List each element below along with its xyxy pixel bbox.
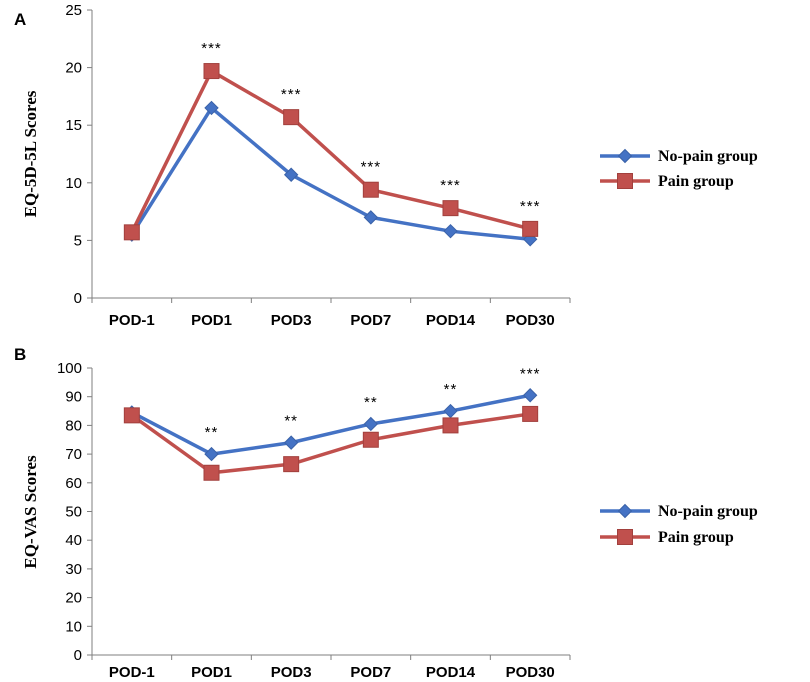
x-tick-label: POD3 [271,312,312,329]
data-point-no-pain [283,435,299,450]
series-line-pain [130,69,531,234]
legend-marker-pain [617,173,633,189]
x-tick-label: POD30 [506,312,555,329]
data-point-no-pain [283,167,299,182]
data-point-pain [362,181,379,198]
legend-marker-pain [617,529,633,545]
y-tick-label: 40 [65,532,82,549]
significance-annotation: *** [520,198,541,215]
x-tick-label: POD1 [191,664,232,681]
significance-annotation: ** [444,381,458,398]
data-point-no-pain [443,403,458,419]
data-point-pain [362,431,379,448]
y-tick-label: 15 [65,117,82,134]
legend-marker-no-pain [617,148,633,164]
legend: No-pain group Pain group [600,503,758,546]
significance-annotation: ** [205,424,219,441]
panel-letter: B [14,345,26,364]
legend-label: No-pain group [658,503,758,520]
data-point-no-pain [204,100,219,116]
y-tick-label: 70 [65,446,82,463]
data-point-pain [123,224,140,241]
y-tick-label: 0 [74,290,82,307]
significance-annotation: *** [520,365,541,382]
series-line-pain [130,412,531,475]
legend-label: Pain group [658,529,734,546]
panel-b: B EQ-VAS Scores 0 10 20 30 40 50 60 70 80 90 100 POD-… [14,345,758,681]
data-point-no-pain [522,388,538,403]
data-point-pain [283,109,300,126]
significance-annotation: *** [361,159,382,176]
significance-annotation: ** [284,413,298,430]
legend-label: Pain group [658,173,734,190]
y-tick-label: 50 [65,504,82,521]
x-tick-label: POD7 [350,664,391,681]
data-point-no-pain [363,210,379,225]
significance-annotation: *** [281,86,302,103]
y-tick-label: 20 [65,60,82,77]
panel-a: A EQ-5D-5L Scores 0 5 10 15 20 25 POD-1 POD1 POD3 P… [14,2,758,329]
y-tick-label: 0 [74,647,82,664]
data-point-pain [442,200,459,217]
x-tick-label: POD7 [350,312,391,329]
significance-annotation: ** [364,394,378,411]
x-tick-label: POD30 [506,664,555,681]
series-line-no-pain [130,106,531,241]
x-tick-label: POD-1 [109,312,155,329]
x-tick-label: POD1 [191,312,232,329]
x-tick-label: POD14 [426,312,476,329]
data-point-pain [203,63,220,80]
data-point-no-pain [204,446,219,462]
y-tick-label: 100 [57,360,82,377]
legend-label: No-pain group [658,148,758,165]
x-tick-label: POD3 [271,664,312,681]
panel-letter: A [14,10,26,29]
y-tick-label: 30 [65,561,82,578]
y-tick-label: 5 [74,232,82,249]
y-tick-label: 90 [65,389,82,406]
y-tick-label: 60 [65,475,82,492]
series-line-no-pain [131,393,531,456]
significance-annotation: *** [201,40,222,57]
y-tick-label: 10 [65,618,82,635]
significance-annotation: *** [440,177,461,194]
y-tick-label: 25 [65,2,82,19]
y-tick-label: 20 [65,590,82,607]
y-tick-label: 10 [65,175,82,192]
data-point-pain [283,456,300,473]
data-point-pain [123,407,140,424]
y-axis-label: EQ-VAS Scores [21,455,40,569]
data-point-no-pain [363,416,379,432]
x-tick-label: POD14 [426,664,476,681]
data-point-pain [522,405,539,422]
legend: No-pain group Pain group [600,148,758,190]
data-point-pain [522,220,539,237]
y-axis-label: EQ-5D-5L Scores [21,90,40,217]
data-point-pain [442,417,459,434]
y-tick-label: 80 [65,417,82,434]
data-point-pain [203,464,220,481]
x-tick-label: POD-1 [109,664,155,681]
data-point-no-pain [443,223,458,239]
legend-marker-no-pain [617,503,633,519]
